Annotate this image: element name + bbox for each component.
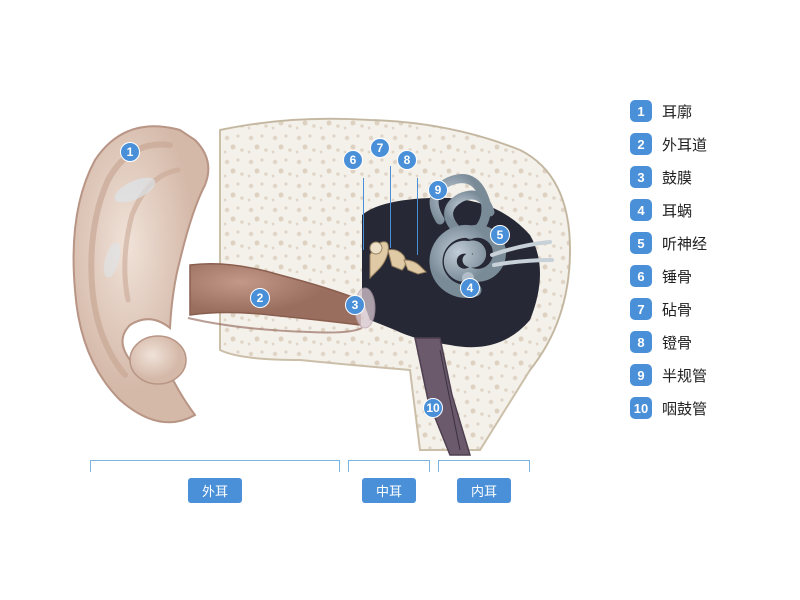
leader-line — [417, 178, 418, 255]
ear-anatomy-diagram: 12345678910 外耳中耳内耳 — [30, 60, 610, 480]
legend-label: 半规管 — [662, 365, 707, 386]
marker-2: 2 — [250, 288, 270, 308]
legend-label: 耳蜗 — [662, 200, 692, 221]
legend-item: 1 耳廓 — [630, 100, 770, 122]
legend-item: 5 听神经 — [630, 232, 770, 254]
marker-9: 9 — [428, 180, 448, 200]
legend-badge: 8 — [630, 331, 652, 353]
legend-label: 砧骨 — [662, 299, 692, 320]
marker-8: 8 — [397, 150, 417, 170]
earlobe — [130, 336, 186, 384]
region-label: 外耳 — [188, 478, 242, 503]
legend-item: 10 咽鼓管 — [630, 397, 770, 419]
marker-10: 10 — [423, 398, 443, 418]
region-bracket — [90, 460, 340, 472]
legend-badge: 10 — [630, 397, 652, 419]
legend-badge: 3 — [630, 166, 652, 188]
legend-badge: 4 — [630, 199, 652, 221]
legend-item: 7 砧骨 — [630, 298, 770, 320]
legend-label: 听神经 — [662, 233, 707, 254]
region-bracket — [438, 460, 530, 472]
legend-item: 4 耳蜗 — [630, 199, 770, 221]
legend-item: 3 鼓膜 — [630, 166, 770, 188]
legend-badge: 2 — [630, 133, 652, 155]
marker-1: 1 — [120, 142, 140, 162]
ear-illustration — [30, 60, 610, 480]
region-label: 内耳 — [457, 478, 511, 503]
marker-7: 7 — [370, 138, 390, 158]
region-bracket — [348, 460, 430, 472]
legend-label: 鼓膜 — [662, 167, 692, 188]
legend-badge: 6 — [630, 265, 652, 287]
legend-badge: 9 — [630, 364, 652, 386]
region-label: 中耳 — [362, 478, 416, 503]
marker-6: 6 — [343, 150, 363, 170]
marker-5: 5 — [490, 225, 510, 245]
leader-line — [390, 166, 391, 248]
legend-item: 2 外耳道 — [630, 133, 770, 155]
legend-label: 外耳道 — [662, 134, 707, 155]
marker-3: 3 — [345, 295, 365, 315]
legend-item: 8 镫骨 — [630, 331, 770, 353]
legend-badge: 1 — [630, 100, 652, 122]
legend-label: 镫骨 — [662, 332, 692, 353]
legend-badge: 5 — [630, 232, 652, 254]
legend-item: 9 半规管 — [630, 364, 770, 386]
legend-label: 锤骨 — [662, 266, 692, 287]
legend-label: 耳廓 — [662, 101, 692, 122]
legend-label: 咽鼓管 — [662, 398, 707, 419]
legend-item: 6 锤骨 — [630, 265, 770, 287]
legend: 1 耳廓 2 外耳道 3 鼓膜 4 耳蜗 5 听神经 6 锤骨 7 砧骨 8 镫骨 9 半规管 10 咽鼓管 — [630, 100, 770, 430]
leader-line — [363, 178, 364, 250]
marker-4: 4 — [460, 278, 480, 298]
legend-badge: 7 — [630, 298, 652, 320]
